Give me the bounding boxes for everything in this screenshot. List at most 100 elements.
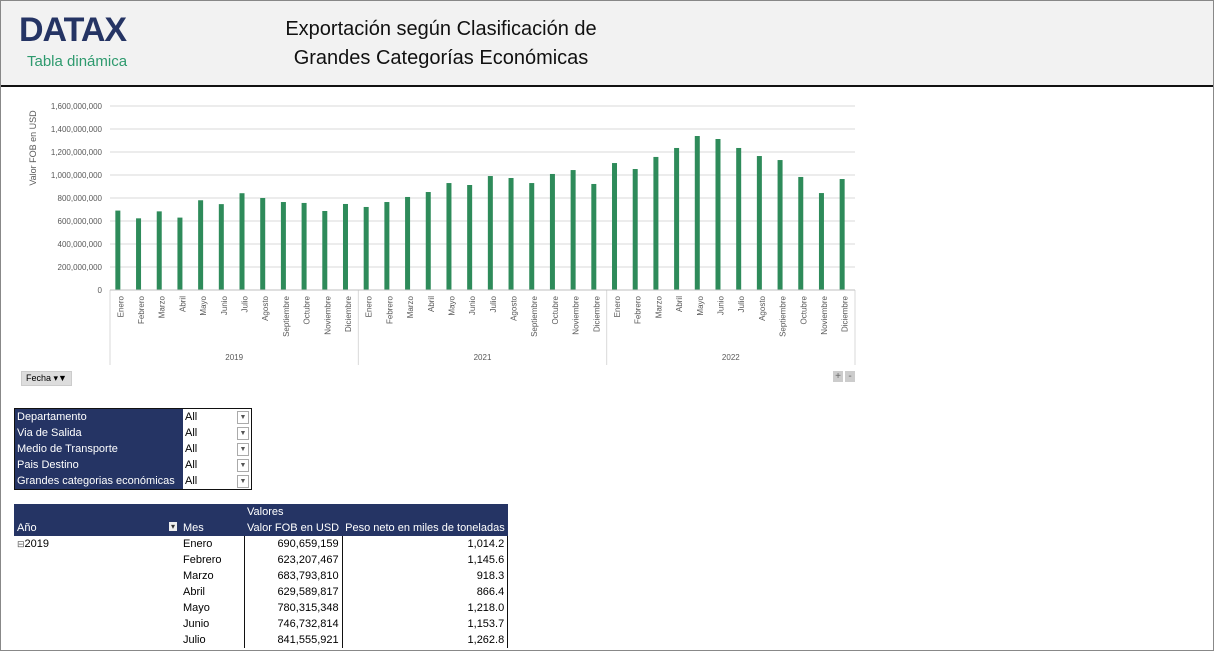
bar[interactable] bbox=[839, 179, 845, 290]
filter-label: Via de Salida bbox=[14, 425, 183, 441]
chevron-down-icon: ▼ bbox=[237, 411, 249, 424]
x-tick-label: Septiembre bbox=[779, 295, 788, 336]
filter-icon: ▾▼ bbox=[53, 373, 67, 383]
bar[interactable] bbox=[467, 185, 473, 290]
filter-dropdown-icon[interactable]: ▾ bbox=[168, 522, 177, 531]
month-cell: Julio bbox=[183, 634, 206, 646]
bar[interactable] bbox=[363, 206, 369, 290]
bar[interactable] bbox=[239, 193, 245, 290]
x-tick-label: Mayo bbox=[447, 295, 456, 315]
chevron-down-icon: ▼ bbox=[237, 443, 249, 456]
x-tick-label: Julio bbox=[241, 295, 250, 312]
chevron-down-icon: ▼ bbox=[237, 427, 249, 440]
bar[interactable] bbox=[156, 211, 162, 290]
filter-row: Grandes categorias económicas All ▼ bbox=[14, 473, 252, 490]
bar[interactable] bbox=[446, 183, 452, 290]
bar[interactable] bbox=[260, 198, 266, 290]
x-tick-label: Mayo bbox=[696, 295, 705, 315]
filter-value[interactable]: All bbox=[183, 473, 235, 490]
filter-label: Medio de Transporte bbox=[14, 441, 183, 457]
x-tick-label: Octubre bbox=[303, 295, 312, 324]
x-tick-label: Junio bbox=[220, 295, 229, 315]
bar[interactable] bbox=[756, 156, 762, 290]
x-tick-label: Junio bbox=[716, 295, 725, 315]
chevron-down-icon: ▼ bbox=[237, 459, 249, 472]
filter-dropdown[interactable]: ▼ bbox=[235, 457, 252, 473]
fob-cell: 629,589,817 bbox=[243, 584, 343, 600]
collapse-button[interactable]: - bbox=[845, 371, 855, 382]
bar[interactable] bbox=[384, 202, 390, 290]
bar[interactable] bbox=[342, 203, 348, 290]
filter-dropdown[interactable]: ▼ bbox=[235, 408, 252, 425]
title-line-1: Exportación según Clasificación de bbox=[285, 18, 597, 40]
year-header-label: Año bbox=[17, 522, 37, 534]
bar[interactable] bbox=[529, 183, 535, 290]
filter-value[interactable]: All bbox=[183, 441, 235, 457]
expand-button[interactable]: + bbox=[833, 371, 843, 382]
bar[interactable] bbox=[798, 176, 804, 290]
bar[interactable] bbox=[322, 210, 328, 290]
x-tick-label: Agosto bbox=[510, 295, 519, 320]
bar[interactable] bbox=[591, 183, 597, 290]
bar[interactable] bbox=[218, 204, 224, 290]
fecha-label: Fecha bbox=[26, 373, 52, 383]
bar[interactable] bbox=[694, 136, 700, 290]
filter-value[interactable]: All bbox=[183, 457, 235, 473]
bar[interactable] bbox=[198, 200, 204, 290]
bar[interactable] bbox=[136, 218, 142, 290]
month-cell: Junio bbox=[183, 618, 210, 630]
year-cell[interactable]: ⊟2019 bbox=[14, 536, 180, 552]
bar[interactable] bbox=[632, 169, 638, 290]
filter-dropdown[interactable]: ▼ bbox=[235, 425, 252, 441]
bar[interactable] bbox=[487, 176, 493, 290]
year-label: 2019 bbox=[225, 353, 243, 362]
month-cell: Enero bbox=[183, 538, 213, 550]
filter-dropdown[interactable]: ▼ bbox=[235, 473, 252, 490]
filter-value[interactable]: All bbox=[183, 425, 235, 441]
bar[interactable] bbox=[715, 139, 721, 290]
filter-label: Grandes categorias económicas bbox=[14, 473, 183, 490]
bar[interactable] bbox=[653, 156, 659, 290]
bar[interactable] bbox=[777, 160, 783, 290]
x-tick-label: Agosto bbox=[261, 295, 270, 320]
y-tick-label: 1,000,000,000 bbox=[51, 171, 103, 180]
fob-cell: 623,207,467 bbox=[243, 552, 343, 568]
bar[interactable] bbox=[570, 170, 576, 290]
x-tick-label: Septiembre bbox=[282, 295, 291, 336]
y-tick-label: 400,000,000 bbox=[58, 240, 103, 249]
bar[interactable] bbox=[508, 177, 514, 290]
bar[interactable] bbox=[612, 163, 618, 290]
bar[interactable] bbox=[818, 193, 824, 290]
peso-cell: 1,218.0 bbox=[342, 600, 509, 616]
chevron-down-icon: ▼ bbox=[237, 475, 249, 488]
bar[interactable] bbox=[405, 196, 411, 290]
year-cell bbox=[14, 600, 180, 616]
peso-cell: 1,014.2 bbox=[342, 536, 509, 552]
x-tick-label: Enero bbox=[116, 295, 125, 317]
fecha-field-button[interactable]: Fecha ▾▼ bbox=[21, 371, 72, 386]
filter-value[interactable]: All bbox=[183, 408, 235, 425]
year-label: 2019 bbox=[24, 538, 50, 550]
filter-row: Pais Destino All ▼ bbox=[14, 457, 252, 473]
datax-logo: DATAX bbox=[19, 11, 127, 49]
bar[interactable] bbox=[115, 210, 121, 290]
bar[interactable] bbox=[736, 147, 742, 290]
year-cell bbox=[14, 584, 180, 600]
bar[interactable] bbox=[301, 202, 307, 290]
bar[interactable] bbox=[177, 217, 183, 290]
bar-chart[interactable]: 0 200,000,000 400,000,000 600,000,000 800,00… bbox=[0, 90, 870, 370]
filter-dropdown[interactable]: ▼ bbox=[235, 441, 252, 457]
x-tick-label: Marzo bbox=[158, 295, 167, 318]
fob-cell: 683,793,810 bbox=[243, 568, 343, 584]
year-cell bbox=[14, 568, 180, 584]
x-tick-label: Noviembre bbox=[820, 295, 829, 334]
bar[interactable] bbox=[280, 202, 286, 290]
title-line-2: Grandes Categorías Económicas bbox=[293, 47, 589, 69]
bar[interactable] bbox=[674, 147, 680, 290]
bar[interactable] bbox=[549, 173, 555, 290]
x-tick-label: Diciembre bbox=[592, 295, 601, 332]
peso-cell: 1,153.7 bbox=[342, 616, 509, 632]
collapse-icon[interactable]: ⊟ bbox=[17, 539, 25, 549]
table-row: Abril 629,589,817 866.4 bbox=[14, 584, 509, 600]
bar[interactable] bbox=[425, 192, 431, 290]
